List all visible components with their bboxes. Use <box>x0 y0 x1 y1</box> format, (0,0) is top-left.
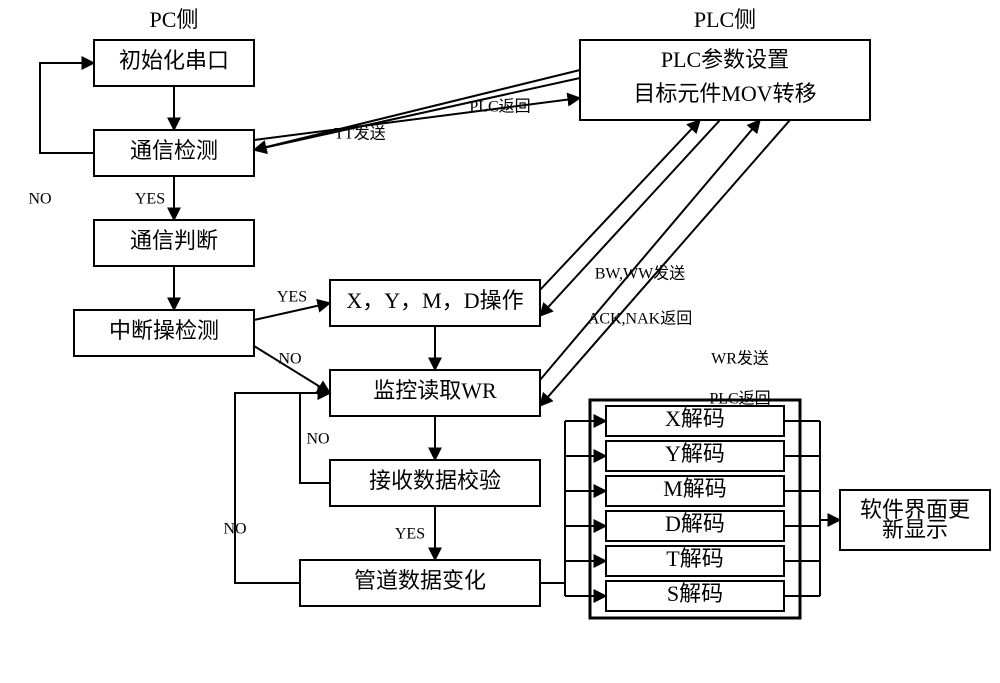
edge-pipe-no <box>235 393 330 583</box>
label-yes2: YES <box>277 289 307 306</box>
label-no4: NO <box>223 521 246 538</box>
label-monitor-wr: 监控读取WR <box>373 378 497 403</box>
edge-no-loop <box>40 63 94 153</box>
label-dec-y: Y解码 <box>665 441 725 466</box>
label-no3: NO <box>306 431 329 448</box>
edge-acknak <box>540 120 720 316</box>
label-plc-param1: PLC参数设置 <box>661 47 789 72</box>
label-xymd-op: X，Y，M，D操作 <box>346 288 523 313</box>
edge-tt-send <box>254 98 580 140</box>
label-comm-detect: 通信检测 <box>130 138 218 163</box>
label-dec-m: M解码 <box>663 476 727 501</box>
label-comm-judge: 通信判断 <box>130 228 218 253</box>
label-dec-x: X解码 <box>665 406 725 431</box>
label-plc-param2: 目标元件MOV转移 <box>633 81 816 106</box>
edges-tt-plcret: PLC返回 <box>254 70 580 150</box>
label-rx-check: 接收数据校验 <box>369 468 501 493</box>
edge-plc-ret1 <box>254 78 580 150</box>
label-no2: NO <box>278 351 301 368</box>
label-dec-d: D解码 <box>665 511 725 536</box>
label-pipe-change: 管道数据变化 <box>354 568 486 593</box>
edge-bwww <box>540 120 700 290</box>
label-int-detect: 中断操检测 <box>109 318 219 343</box>
label-no1: NO <box>28 191 51 208</box>
flowchart-diagram: PC侧 PLC侧 初始化串口 通信检测 通信判断 中断操检测 X，Y，M，D操作… <box>0 0 1000 683</box>
svg-text:PLC返回: PLC返回 <box>469 98 530 116</box>
header-plc: PLC侧 <box>694 7 756 32</box>
edge-wrsend <box>540 120 760 380</box>
label-dec-t: T解码 <box>666 546 723 571</box>
label-bwww: BW,WW发送 <box>595 265 686 283</box>
header-pc: PC侧 <box>150 7 199 32</box>
label-yes1: YES <box>135 191 165 208</box>
label-wrsend: WR发送 <box>711 350 769 368</box>
label-plcret2: PLC返回 <box>709 390 770 408</box>
label-dec-s: S解码 <box>667 581 723 606</box>
label-yes3: YES <box>395 526 425 543</box>
label-acknak: ACK,NAK返回 <box>588 310 692 328</box>
label-init-serial: 初始化串口 <box>119 48 229 73</box>
label-ui-update2: 新显示 <box>882 517 948 542</box>
